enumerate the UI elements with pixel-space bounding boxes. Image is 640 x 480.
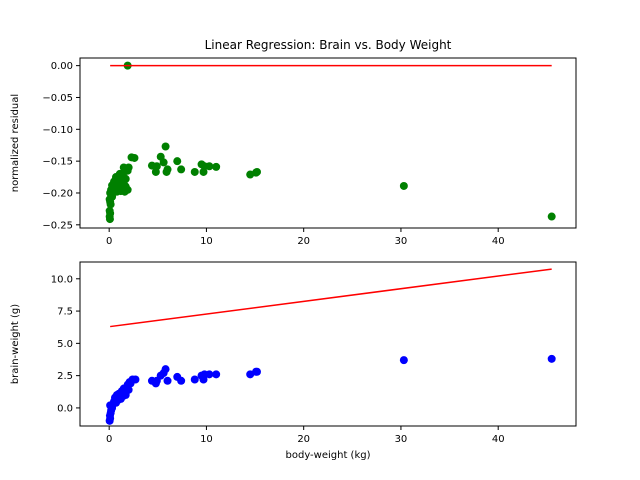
data-point: [118, 185, 127, 194]
data-point: [159, 158, 168, 167]
data-point: [162, 167, 171, 176]
data-point: [205, 370, 214, 379]
x-tick-label: 40: [492, 236, 505, 247]
y-tick-label: −0.10: [42, 125, 73, 136]
data-point: [177, 165, 186, 174]
data-point: [163, 376, 172, 385]
x-tick-label: 0: [106, 434, 112, 445]
chart-title: Linear Regression: Brain vs. Body Weight: [205, 38, 452, 52]
x-axis-label: body-weight (kg): [286, 450, 371, 461]
axes-frame: [79, 57, 577, 229]
residual-plot: 0 10 20 30 40 0.00 −0.05 −0.10 −0.15 −0.20 −0.25 no…: [10, 57, 577, 247]
data-point: [161, 142, 170, 151]
x-tick-label: 30: [395, 434, 408, 445]
y-tick-label: −0.15: [42, 157, 73, 168]
y-tick-label: 10.0: [51, 274, 73, 285]
y-axis-label: brain-weight (g): [10, 304, 21, 384]
data-point: [253, 167, 261, 176]
data-point: [124, 385, 133, 394]
data-point: [547, 212, 556, 221]
data-point: [126, 379, 135, 388]
data-point: [212, 162, 221, 171]
y-tick-label: 0.0: [57, 403, 73, 414]
data-point: [212, 370, 221, 379]
data-point: [151, 167, 160, 176]
x-tick-label: 40: [492, 434, 505, 445]
x-tick-label: 20: [297, 236, 310, 247]
y-tick-label: 2.5: [57, 371, 73, 382]
y-tick-label: 0.00: [51, 61, 73, 72]
data-point: [105, 215, 114, 224]
data-point: [199, 167, 208, 176]
data-point: [130, 153, 139, 162]
x-tick-label: 20: [297, 434, 310, 445]
brain-weight-plot: 0 10 20 30 40 0.0 2.5 5.0 7.5 10.0 brain-weight (g…: [10, 261, 577, 461]
data-point: [106, 200, 115, 209]
data-point: [253, 367, 261, 376]
data-point: [399, 181, 408, 190]
data-point: [547, 354, 556, 363]
data-point: [177, 376, 186, 385]
y-tick-label: −0.20: [42, 188, 73, 199]
y-axis-label: normalized residual: [10, 94, 21, 192]
data-point: [190, 375, 199, 384]
x-tick-label: 10: [200, 434, 213, 445]
x-tick-label: 30: [395, 236, 408, 247]
data-point: [161, 365, 170, 374]
data-point: [205, 162, 214, 171]
y-tick-label: 5.0: [57, 339, 73, 350]
y-tick-label: −0.25: [42, 220, 73, 231]
y-tick-label: 7.5: [57, 307, 73, 318]
regression-line: [110, 268, 552, 328]
data-point: [399, 356, 408, 365]
x-tick-label: 0: [106, 236, 112, 247]
data-point: [124, 163, 133, 172]
x-tick-label: 10: [200, 236, 213, 247]
axes-frame: [79, 261, 577, 427]
y-tick-label: −0.05: [42, 93, 73, 104]
data-point: [173, 157, 182, 166]
data-point: [190, 167, 199, 176]
